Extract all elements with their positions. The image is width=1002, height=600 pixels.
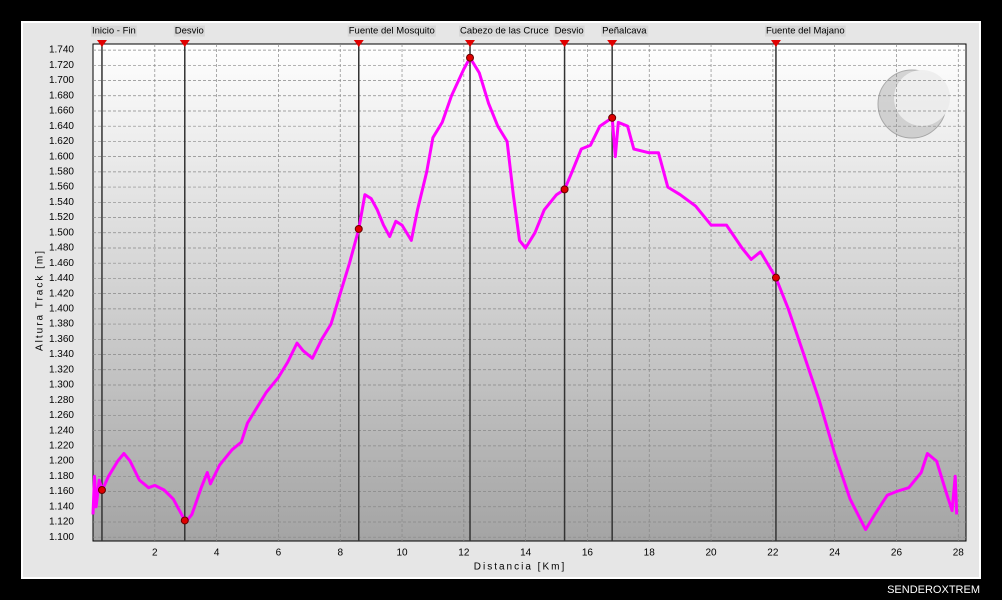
waypoint-dot	[608, 113, 617, 122]
y-tick-label: 1.140	[49, 501, 74, 512]
y-tick-label: 1.260	[49, 410, 74, 421]
y-tick-label: 1.420	[49, 288, 74, 299]
waypoint-marker	[559, 40, 570, 47]
x-tick-label: 12	[458, 548, 470, 559]
logo	[877, 69, 950, 139]
y-tick-label: 1.500	[49, 227, 74, 238]
y-tick-label: 1.220	[49, 441, 74, 452]
y-tick-label: 1.120	[49, 517, 74, 528]
waypoint-dot	[97, 486, 106, 495]
y-tick-label: 1.540	[49, 197, 74, 208]
y-tick-label: 1.620	[49, 136, 74, 147]
y-tick-label: 1.680	[49, 90, 74, 101]
y-tick-label: 1.480	[49, 243, 74, 254]
waypoint-label: Desvio	[175, 26, 204, 37]
x-tick-label: 28	[953, 548, 965, 559]
y-tick-label: 1.660	[49, 106, 74, 117]
waypoint-label-bg	[764, 25, 846, 37]
x-tick-label: 2	[152, 548, 158, 559]
plot-area	[92, 43, 967, 542]
y-tick-label: 1.720	[49, 60, 74, 71]
y-tick-label: 1.400	[49, 304, 74, 315]
waypoint-label-bg	[601, 25, 649, 37]
x-tick-label: 22	[767, 548, 779, 559]
y-tick-label: 1.280	[49, 395, 74, 406]
x-tick-label: 16	[582, 548, 594, 559]
waypoint-label-bg	[459, 25, 550, 37]
y-tick-label: 1.520	[49, 212, 74, 223]
y-tick-label: 1.360	[49, 334, 74, 345]
y-tick-label: 1.580	[49, 167, 74, 178]
waypoint-label: Fuente del Majano	[766, 26, 845, 37]
waypoint-label: Inicio - Fin	[92, 26, 136, 37]
y-tick-label: 1.380	[49, 319, 74, 330]
waypoint-dot	[771, 273, 780, 282]
waypoint-marker	[770, 40, 781, 47]
waypoint-marker	[607, 40, 618, 47]
y-tick-label: 1.200	[49, 456, 74, 467]
waypoint-label: Fuente del Mosquito	[349, 26, 435, 37]
waypoint-label: Cabezo de las Cruce	[460, 26, 549, 37]
x-tick-label: 6	[276, 548, 282, 559]
y-tick-label: 1.440	[49, 273, 74, 284]
waypoint-marker	[353, 40, 364, 47]
y-tick-label: 1.560	[49, 182, 74, 193]
waypoint-marker	[179, 40, 190, 47]
y-tick-label: 1.740	[49, 45, 74, 56]
x-tick-label: 8	[337, 548, 343, 559]
x-tick-label: 18	[644, 548, 656, 559]
y-tick-label: 1.640	[49, 121, 74, 132]
waypoint-dot	[466, 53, 475, 62]
y-tick-label: 1.180	[49, 471, 74, 482]
x-tick-label: 4	[214, 548, 220, 559]
y-tick-label: 1.100	[49, 532, 74, 543]
waypoint-label: Peñalcava	[602, 26, 647, 37]
x-axis-title: Distancia [Km]	[474, 562, 566, 573]
y-tick-label: 1.460	[49, 258, 74, 269]
x-tick-label: 10	[396, 548, 408, 559]
waypoint-label-bg	[90, 25, 137, 37]
elevation-line	[91, 56, 959, 532]
waypoint-label-bg	[173, 25, 205, 37]
footer: SENDEROXTREM	[887, 584, 980, 596]
x-tick-label: 20	[705, 548, 717, 559]
y-tick-label: 1.600	[49, 151, 74, 162]
waypoint-marker	[465, 40, 476, 47]
y-tick-label: 1.320	[49, 364, 74, 375]
y-tick-label: 1.300	[49, 380, 74, 391]
y-tick-label: 1.700	[49, 75, 74, 86]
y-axis-title: Altura Track [m]	[35, 249, 46, 351]
x-tick-label: 14	[520, 548, 532, 559]
waypoint-label: Desvio	[555, 26, 584, 37]
y-tick-label: 1.240	[49, 425, 74, 436]
x-tick-label: 24	[829, 548, 841, 559]
waypoint-marker	[96, 40, 107, 47]
x-tick-label: 26	[891, 548, 903, 559]
y-tick-label: 1.160	[49, 486, 74, 497]
waypoint-label-bg	[347, 25, 436, 37]
waypoint-label-bg	[553, 25, 585, 37]
y-tick-label: 1.340	[49, 349, 74, 360]
waypoint-dot	[560, 185, 569, 194]
waypoint-dot	[354, 224, 363, 233]
waypoint-dot	[180, 516, 189, 525]
